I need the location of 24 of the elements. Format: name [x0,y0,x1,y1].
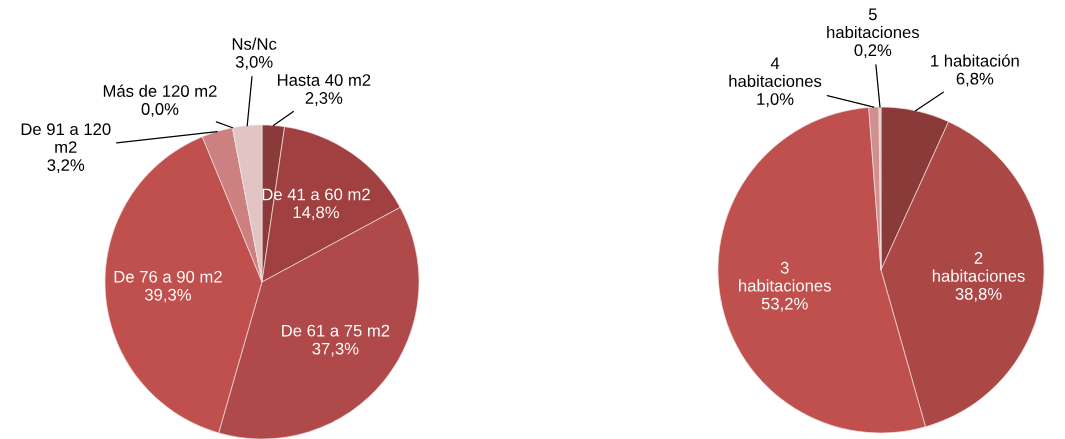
slice-label: 3 habitaciones [739,261,831,292]
data-label: 53,2% [761,297,808,312]
slice-label: De 61 a 75 m2 [282,324,390,337]
text: 0,0% [141,103,179,117]
data-label: 3,0% [235,56,273,70]
slice-label: Ns/Nc [232,37,277,50]
slice-label: De 41 a 60 m2 [262,188,370,201]
slice-label: De 91 a 120 m2 [21,123,111,153]
data-label: 3,2% [47,159,85,173]
data-label: 37,3% [312,342,359,357]
data-label: 1,0% [757,93,794,107]
data-label: 39,3% [144,288,191,303]
data-label: 0,2% [854,44,892,59]
data-label: 6,8% [956,72,994,87]
slice-label: Hasta 40 m2 [277,74,371,86]
slice-label: 5 habitaciones [827,8,920,39]
data-label: 2,3% [305,92,343,106]
slice-label: 2 habitaciones [932,252,1025,282]
slice-label: 4 habitaciones [729,57,822,88]
slice-label: 1 habitación [931,54,1019,67]
slice-label: De 76 a 90 m2 [114,270,222,283]
category-label: Más de 120 m2 [103,84,217,97]
data-label: 38,8% [955,287,1002,302]
data-label: 14,8% [293,206,340,221]
